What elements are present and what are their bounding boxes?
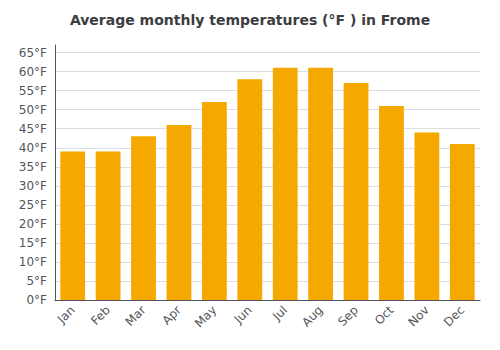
svg-text:Feb: Feb: [88, 303, 113, 328]
svg-text:Jun: Jun: [231, 303, 255, 327]
svg-text:30°F: 30°F: [19, 179, 47, 193]
svg-text:50°F: 50°F: [19, 103, 47, 117]
svg-text:Apr: Apr: [159, 303, 184, 328]
svg-text:55°F: 55°F: [19, 84, 47, 98]
svg-text:10°F: 10°F: [19, 255, 47, 269]
svg-text:60°F: 60°F: [19, 65, 47, 79]
svg-text:5°F: 5°F: [26, 274, 47, 288]
svg-text:65°F: 65°F: [19, 46, 47, 60]
svg-text:Jul: Jul: [269, 303, 290, 324]
svg-text:25°F: 25°F: [19, 198, 47, 212]
svg-text:20°F: 20°F: [19, 217, 47, 231]
svg-text:Mar: Mar: [123, 303, 149, 329]
svg-text:Jan: Jan: [54, 303, 78, 327]
svg-text:0°F: 0°F: [26, 293, 47, 307]
svg-text:Aug: Aug: [299, 303, 325, 329]
svg-text:15°F: 15°F: [19, 236, 47, 250]
svg-text:35°F: 35°F: [19, 160, 47, 174]
svg-text:Dec: Dec: [441, 303, 467, 329]
svg-text:Sep: Sep: [335, 303, 361, 329]
svg-text:May: May: [192, 303, 219, 330]
svg-text:Nov: Nov: [405, 303, 431, 329]
svg-text:Oct: Oct: [372, 303, 397, 328]
svg-text:45°F: 45°F: [19, 122, 47, 136]
svg-text:Average monthly temperatures (: Average monthly temperatures (°F ) in Fr…: [70, 12, 430, 28]
svg-text:40°F: 40°F: [19, 141, 47, 155]
